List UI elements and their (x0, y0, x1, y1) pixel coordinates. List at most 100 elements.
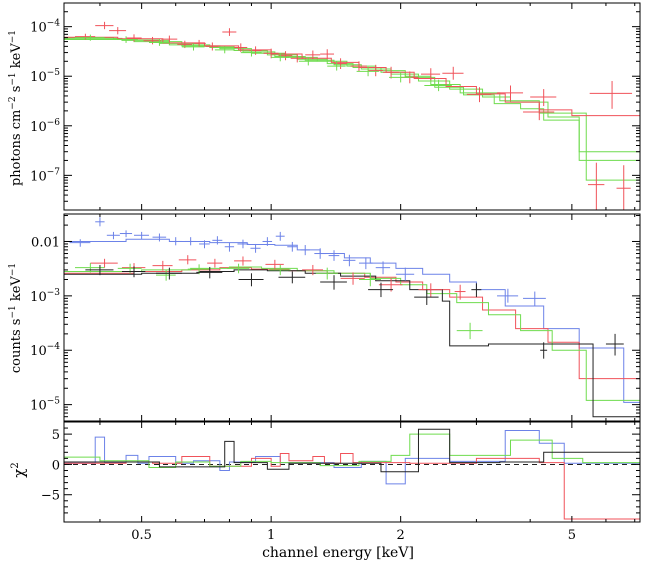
unfolded-data-red-point (421, 68, 441, 81)
model-red-line (64, 267, 640, 380)
counts-black-point (121, 266, 146, 278)
x-tick-label: 0.5 (131, 528, 152, 543)
counts-black-point (540, 342, 548, 359)
counts-black-point (156, 267, 182, 280)
counts-blue-point (119, 230, 133, 238)
counts-black-point (414, 289, 439, 305)
counts-black-point (278, 271, 306, 284)
counts-blue-point (523, 291, 546, 307)
counts-black-point (320, 275, 347, 290)
xlabel-channel-energy: channel energy [keV] (262, 545, 414, 561)
y-tick-label: 0.01 (31, 235, 60, 250)
unfolded-data-green-point (356, 66, 379, 77)
counts-black-point (368, 282, 394, 298)
unfolded-data-red-point (109, 27, 127, 35)
unfolded-data-red-point (368, 64, 384, 77)
counts-red-point (207, 258, 223, 268)
panel-frame (63, 2, 641, 211)
counts-blue-point (224, 242, 235, 252)
unfolded-data-green-point (240, 48, 262, 57)
counts-blue-point (184, 237, 197, 246)
y-tick-label: 10−6 (30, 118, 60, 135)
counts-green-point (227, 263, 250, 274)
y-tick-label: 10−7 (30, 167, 60, 184)
unfolded-data-red-point (161, 35, 178, 43)
panel-frame (63, 213, 641, 422)
counts-blue-point (69, 239, 91, 247)
unfolded-data-red-point (95, 21, 114, 30)
counts-black-point (238, 273, 264, 287)
counts-blue-point (497, 288, 519, 303)
unfolded-data-red-point (305, 50, 321, 60)
counts-blue-point (328, 250, 340, 261)
unfolded-data-green-point (181, 43, 205, 51)
counts-blue-point (134, 231, 149, 240)
unfolded-data-green-point (271, 53, 289, 62)
unfolded-data-red-point (466, 87, 492, 103)
model-red-line (64, 36, 640, 117)
unfolded-data-red-point (278, 51, 293, 61)
counts-blue-point (375, 261, 391, 275)
y-tick-label: 10−5 (30, 68, 60, 85)
counts-red-point (90, 258, 118, 268)
unfolded-data-red-point (234, 43, 248, 52)
model-blue-line (64, 238, 640, 403)
chi-green-line (64, 433, 640, 468)
unfolded-data-green-point (148, 39, 170, 46)
unfolded-data-red-point (350, 61, 367, 72)
y-tick-label: 10−4 (30, 19, 60, 36)
unfolded-data-red-point (616, 165, 631, 210)
model-black-line (64, 269, 640, 418)
ylabel-photons: photons cm−2 s−1 keV−1 (8, 30, 24, 186)
counts-black-point (196, 266, 223, 279)
x-tick-label: 1 (267, 528, 275, 543)
unfolded-data-red-point (383, 66, 399, 79)
counts-red-point (152, 260, 173, 271)
chi-blue-line (64, 429, 640, 485)
unfolded-data-red-point (263, 48, 279, 59)
unfolded-data-red-point (530, 89, 557, 107)
model-green-b-line (64, 37, 640, 153)
unfolded-data-green-point (424, 79, 452, 92)
counts-red-point (265, 259, 284, 270)
unfolded-data-green-point (298, 57, 318, 66)
counts-blue-point (95, 217, 105, 227)
counts-blue-point (199, 240, 210, 249)
counts-black-point (605, 333, 624, 356)
unfolded-data-red-point (74, 33, 96, 40)
y-tick-label: 5 (52, 428, 60, 443)
counts-green-point (456, 322, 483, 340)
x-tick-label: 5 (568, 528, 576, 543)
unfolded-data-red-point (222, 28, 237, 36)
chi-black-line (64, 428, 640, 473)
counts-black-point (471, 283, 482, 298)
unfolded-data-red-point (589, 81, 633, 109)
unfolded-data-red-point (442, 66, 464, 80)
unfolded-data-green-point (327, 61, 346, 71)
model-green-line (64, 266, 640, 401)
counts-red-point (178, 255, 197, 265)
counts-green-point (315, 267, 338, 280)
counts-red-point (340, 272, 365, 285)
unfolded-data-red-point (192, 39, 206, 47)
y-tick-label: 10−3 (30, 288, 60, 305)
counts-blue-point (314, 248, 326, 259)
ylabel-chi2: χ2 (10, 462, 28, 477)
counts-blue-point (343, 254, 356, 267)
unfolded-data-red-point (320, 49, 335, 60)
unfolded-data-red-point (334, 58, 347, 69)
unfolded-data-red-point (143, 36, 162, 45)
counts-blue-point (395, 267, 415, 281)
panel-frame (63, 421, 641, 523)
unfolded-data-green-point (214, 46, 235, 54)
counts-blue-point (300, 245, 310, 256)
y-tick-label: 10−4 (30, 342, 60, 359)
unfolded-data-red-point (587, 162, 605, 210)
unfolded-data-green-point (389, 72, 412, 83)
panel-unfolded-spectrum: 10−7 10−6 10−5 10−4 (30, 2, 641, 211)
unfolded-data-red-point (497, 85, 524, 101)
panel-counts-spectrum: 10−5 10−4 10−3 0.01 (30, 213, 641, 422)
counts-red-point (418, 283, 443, 298)
counts-green-point (269, 264, 291, 276)
